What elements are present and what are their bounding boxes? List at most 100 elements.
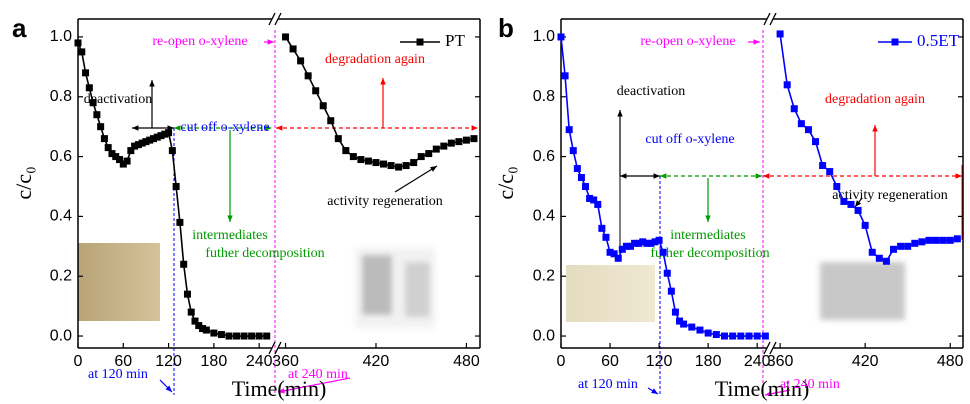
arrow-head (149, 80, 155, 87)
data-point (240, 332, 248, 340)
arrow (276, 125, 478, 131)
annotation: at 240 min (780, 377, 840, 392)
data-point (217, 331, 225, 339)
data-point (112, 153, 120, 161)
arrow (660, 173, 762, 179)
data-point (153, 133, 161, 141)
data-point (74, 39, 82, 47)
arrow-head (132, 125, 139, 131)
data-point (573, 165, 581, 173)
data-point (165, 129, 173, 137)
data-point (82, 69, 90, 77)
data-point (925, 236, 933, 244)
data-point (911, 239, 919, 247)
data-point (123, 157, 131, 165)
annotation: at 120 min (88, 367, 148, 382)
data-point (704, 329, 712, 337)
panel-label: a (12, 13, 27, 43)
y-tick-label: 0.0 (533, 327, 555, 344)
axis-break (268, 341, 276, 355)
data-point (432, 145, 440, 153)
y-tick-label: 0.6 (533, 148, 555, 165)
data-point (626, 242, 634, 250)
x-tick-label: 420 (363, 353, 390, 370)
data-point (776, 30, 784, 38)
data-point (134, 141, 142, 149)
data-point (586, 194, 594, 202)
axis-break (763, 341, 771, 355)
data-point (582, 182, 590, 190)
data-point (557, 33, 565, 41)
data-point (569, 147, 577, 155)
data-point (176, 218, 184, 226)
annotation: deactivation (84, 92, 152, 107)
data-point (868, 248, 876, 256)
data-point (470, 135, 478, 143)
data-point (380, 160, 388, 168)
arrow (748, 39, 760, 45)
data-point (402, 162, 410, 170)
data-point (635, 239, 643, 247)
data-point (561, 72, 569, 80)
data-point (671, 308, 679, 316)
annotation: at 240 min (288, 367, 348, 382)
y-axis-title: c/c₀ (493, 166, 518, 199)
y-axis-title: c/c₀ (11, 166, 36, 199)
data-point (753, 332, 761, 340)
data-point (826, 168, 834, 176)
data-point (161, 130, 169, 138)
x-tick-label: 120 (155, 353, 182, 370)
data-point (598, 224, 606, 232)
y-tick-label: 0.4 (50, 208, 72, 225)
annotation: cut off o-xylene (645, 132, 734, 147)
data-point (225, 332, 233, 340)
arrow (277, 377, 351, 394)
x-tick-label: 180 (695, 353, 722, 370)
data-point (688, 323, 696, 331)
data-point (195, 322, 203, 330)
arrow-head (267, 39, 274, 45)
data-point (342, 147, 350, 155)
data-point (565, 126, 573, 134)
data-point (127, 147, 135, 155)
x-tick-label: 0 (74, 353, 83, 370)
data-point (142, 138, 150, 146)
data-point (819, 162, 827, 170)
x-tick-label: 180 (201, 353, 228, 370)
x-tick-label: 120 (646, 353, 673, 370)
x-axis-title: Time(min) (232, 376, 327, 401)
data-point (172, 182, 180, 190)
arrow (872, 125, 878, 176)
data-line (779, 33, 958, 263)
arrow (264, 39, 274, 45)
data-point (918, 238, 926, 246)
arrow (854, 197, 863, 208)
annotation: cut off o-xylene (180, 120, 269, 135)
arrow (159, 379, 173, 393)
annotation: degradation again (825, 92, 925, 107)
arrow (763, 173, 962, 179)
arrow-head (165, 385, 172, 392)
data-point (168, 147, 176, 155)
arrow-head (471, 125, 478, 131)
data-point (622, 242, 630, 250)
data-point (447, 139, 455, 147)
data-point (146, 136, 154, 144)
data-point (737, 332, 745, 340)
data-point (577, 174, 585, 182)
annotation: futher decomposition (650, 246, 769, 261)
y-tick-label: 0.8 (50, 88, 72, 105)
data-point (861, 221, 869, 229)
data-point (643, 239, 651, 247)
data-point (953, 235, 961, 243)
arrow-head (705, 215, 711, 222)
arrow-head (617, 110, 623, 117)
axis-break (763, 12, 771, 26)
x-tick-label: 360 (767, 353, 794, 370)
annotation: re-open o-xylene (152, 34, 247, 49)
arrow-head (430, 166, 437, 172)
arrow-line (394, 165, 438, 193)
data-point (357, 156, 365, 164)
data-point (180, 260, 188, 268)
